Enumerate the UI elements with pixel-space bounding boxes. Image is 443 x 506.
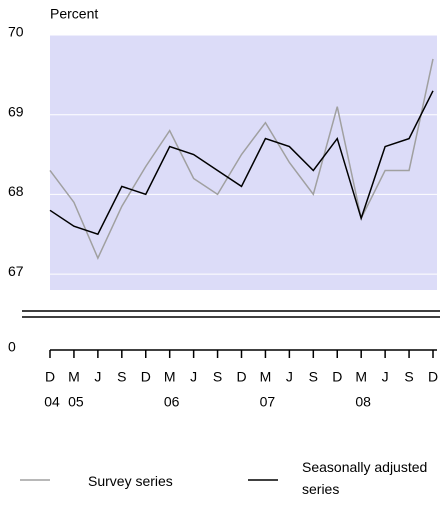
x-group-label: 05 [68,394,84,410]
x-tick-label: D [332,369,342,385]
x-tick-label: J [286,369,293,385]
x-tick-label: S [213,369,222,385]
x-tick-label: S [117,369,126,385]
x-tick-label: D [236,369,246,385]
x-group-label: 04 [44,394,60,410]
x-tick-label: M [164,369,176,385]
x-tick-label: S [309,369,318,385]
x-tick-label: M [68,369,80,385]
series-line [49,90,434,236]
y-axis-label: Percent [50,6,98,22]
x-tick-label: S [404,369,413,385]
x-group-label: 06 [164,394,180,410]
plot-background [50,35,437,290]
series-line [49,58,434,260]
x-group-label: 08 [355,394,371,410]
x-tick-label: J [382,369,389,385]
x-tick-label: M [355,369,367,385]
y-tick-label: 70 [8,24,24,40]
legend-label: Seasonally adjusted series [302,459,428,497]
x-tick-label: D [428,369,438,385]
x-tick-label: D [141,369,151,385]
y-tick-label: 67 [8,263,24,279]
x-tick-label: D [45,369,55,385]
x-tick-label: J [190,369,197,385]
y-tick-label: 0 [8,339,16,355]
y-tick-label: 68 [8,183,24,199]
legend-label: Survey series [88,473,173,489]
x-group-label: 07 [260,394,276,410]
y-tick-label: 69 [8,103,24,119]
x-tick-label: M [260,369,272,385]
x-tick-label: J [94,369,101,385]
